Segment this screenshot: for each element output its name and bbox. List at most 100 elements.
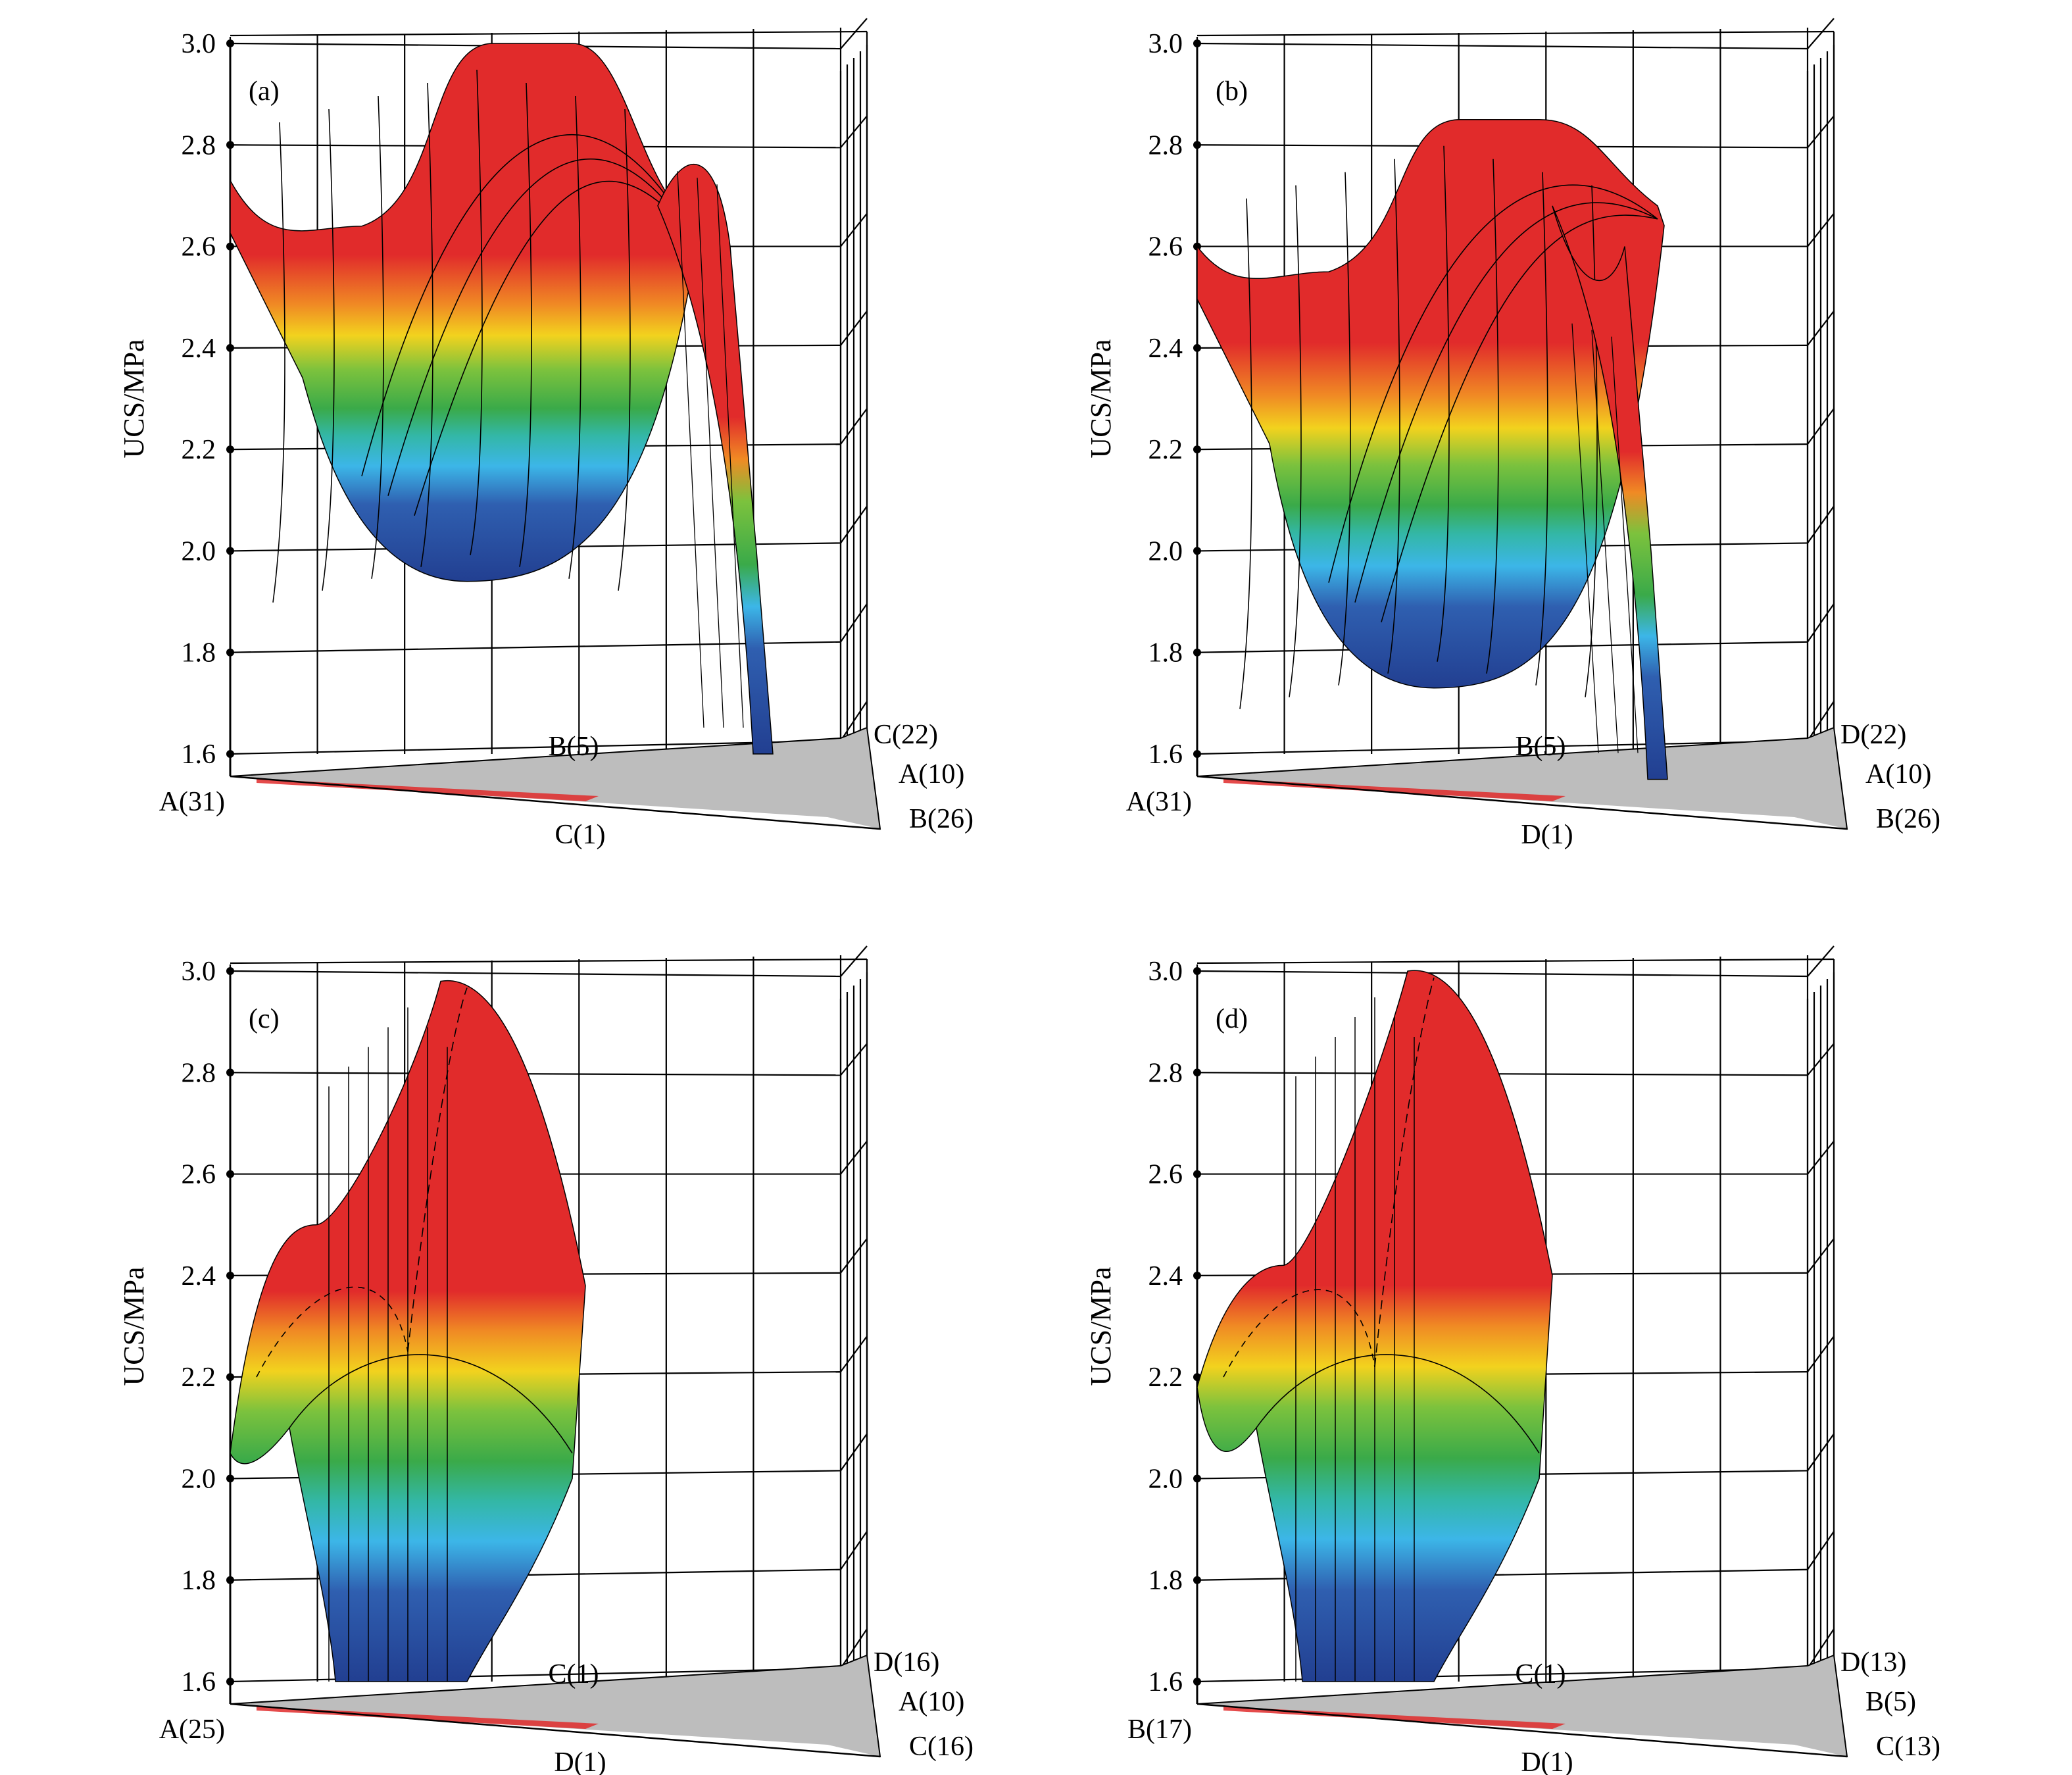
response-surface — [230, 43, 774, 755]
grid-hline — [230, 739, 841, 755]
z-tick-dot — [226, 1474, 234, 1483]
box-top-edge — [1196, 30, 1835, 37]
base-axis-labels: B(17) D(1) C(1) D(13) B(5) C(13) — [1127, 1647, 1940, 1775]
box-top-edge — [1196, 958, 1835, 964]
z-tick-dot — [1193, 1170, 1201, 1178]
grid-hline — [230, 1667, 841, 1683]
z-tick-label: 2.2 — [182, 1362, 216, 1393]
z-tick-dot — [226, 1068, 234, 1077]
z-tick-dot — [226, 1170, 234, 1178]
z-tick-label: 2.6 — [1148, 232, 1183, 262]
axis-label-left-corner: A(25) — [159, 1714, 225, 1745]
surface-mesh-line — [1437, 145, 1450, 662]
grid-hline — [230, 1072, 841, 1076]
surface-mesh-line — [1338, 172, 1351, 686]
grid-hline — [1196, 42, 1808, 50]
z-tick-dot — [1193, 1576, 1201, 1584]
z-tick-label: 3.0 — [1148, 29, 1183, 59]
z-tick-dot — [1193, 1678, 1201, 1686]
z-tick-label: 2.6 — [1148, 1160, 1183, 1190]
z-axis: 1.6 1.8 2.0 2.2 2.4 2.6 2.8 3.0 UCS/MPa — [118, 29, 234, 776]
base-axis-labels: A(31) C(1) B(5) C(22) A(10) B(26) — [159, 720, 974, 850]
surface-mesh-line — [697, 178, 724, 728]
chart-panel-a: 1.6 1.8 2.0 2.2 2.4 2.6 2.8 3.0 UCS/MPa (a) A(31) C… — [118, 18, 974, 850]
panel-tag: (b) — [1216, 76, 1248, 107]
z-tick-dot — [1193, 39, 1201, 47]
base-axis-labels: A(25) D(1) C(1) D(16) A(10) C(16) — [159, 1647, 974, 1775]
grid-hline — [230, 970, 841, 978]
chart-panel-d: 1.6 1.8 2.0 2.2 2.4 2.6 2.8 3.0 UCS/MPa (d) B(17) D… — [1085, 945, 1940, 1775]
z-tick-label: 3.0 — [182, 957, 216, 987]
axis-label-front-edge: D(1) — [554, 1747, 606, 1775]
z-tick-label: 1.8 — [182, 638, 216, 668]
axis-label-right-middle: A(10) — [899, 1687, 964, 1717]
z-tick-label: 2.4 — [1148, 334, 1183, 364]
z-tick-label: 2.4 — [182, 1261, 216, 1291]
surface-mesh-line — [420, 82, 433, 567]
z-tick-dot — [1193, 967, 1201, 975]
z-tick-dot — [1193, 1271, 1201, 1280]
axis-label-right-top: C(22) — [874, 720, 938, 750]
z-tick-label: 2.8 — [182, 130, 216, 161]
surface-contour-line — [289, 1354, 573, 1454]
response-surface — [230, 980, 586, 1682]
z-tick-label: 2.6 — [182, 232, 216, 262]
axis-label-back-center: C(1) — [549, 1659, 599, 1689]
surface-mesh-line — [322, 109, 335, 591]
z-tick-dot — [226, 648, 234, 657]
axis-label-right-bottom: B(26) — [909, 804, 974, 834]
surface-mesh-line — [1591, 330, 1619, 753]
grid-side-line — [840, 18, 868, 49]
surface-contour-line — [1381, 214, 1658, 622]
z-tick-label: 2.2 — [1148, 435, 1183, 465]
z-tick-label: 1.6 — [1148, 739, 1183, 770]
axis-label-left-corner: A(31) — [1126, 787, 1192, 817]
z-tick-label: 1.8 — [1148, 1566, 1183, 1596]
surface-ridge-line — [407, 988, 468, 1352]
floor-front-edge — [1196, 1703, 1848, 1758]
surface-contour-line — [1328, 184, 1658, 583]
z-tick-label: 1.6 — [1148, 1667, 1183, 1697]
z-tick-dot — [226, 445, 234, 454]
z-axis-label: UCS/MPa — [1085, 339, 1117, 459]
z-tick-label: 2.8 — [1148, 130, 1183, 161]
z-tick-dot — [1193, 648, 1201, 657]
surface-mesh-line — [1387, 159, 1400, 674]
floor-front-edge — [1196, 775, 1848, 830]
z-tick-dot — [226, 242, 234, 251]
z-tick-label: 2.4 — [1148, 1261, 1183, 1291]
axis-label-right-middle: A(10) — [899, 759, 964, 789]
z-tick-label: 2.2 — [1148, 1362, 1183, 1393]
base-axis-labels: A(31) D(1) B(5) D(22) A(10) B(26) — [1126, 720, 1940, 850]
axis-label-right-bottom: C(16) — [909, 1732, 974, 1762]
axis-label-right-top: D(13) — [1840, 1647, 1906, 1678]
surface-mesh-line — [1289, 185, 1302, 697]
z-tick-label: 1.8 — [1148, 638, 1183, 668]
z-tick-label: 1.6 — [182, 739, 216, 770]
z-tick-dot — [1193, 750, 1201, 758]
z-tick-dot — [226, 1373, 234, 1382]
z-axis: 1.6 1.8 2.0 2.2 2.4 2.6 2.8 3.0 UCS/MPa — [1085, 957, 1201, 1704]
surface-contour-line — [361, 134, 691, 476]
floor-front-edge — [230, 775, 881, 830]
z-axis: 1.6 1.8 2.0 2.2 2.4 2.6 2.8 3.0 UCS/MPa — [1085, 29, 1201, 776]
z-tick-label: 1.8 — [182, 1566, 216, 1596]
z-tick-dot — [1193, 1068, 1201, 1077]
axis-label-right-bottom: B(26) — [1876, 804, 1940, 834]
z-tick-dot — [1193, 547, 1201, 555]
surface-mesh-line — [716, 184, 744, 728]
grid-hline — [1196, 739, 1808, 755]
z-tick-dot — [226, 343, 234, 352]
z-axis-label: UCS/MPa — [1085, 1267, 1117, 1386]
axis-label-right-middle: B(5) — [1865, 1687, 1916, 1717]
axis-label-back-center: B(5) — [1516, 732, 1566, 762]
axis-label-front-edge: C(1) — [555, 820, 606, 850]
z-tick-label: 2.0 — [1148, 1464, 1183, 1494]
grid-hline — [1196, 970, 1808, 978]
surface-mesh-line — [1486, 159, 1499, 674]
z-tick-label: 2.8 — [182, 1058, 216, 1088]
z-tick-dot — [226, 967, 234, 975]
z-tick-label: 2.0 — [182, 1464, 216, 1494]
grid-side-line — [1807, 945, 1835, 977]
